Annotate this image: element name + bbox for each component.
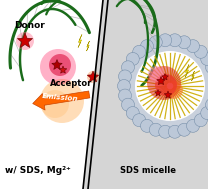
Circle shape (87, 71, 99, 83)
Circle shape (133, 45, 146, 58)
Circle shape (206, 98, 208, 111)
Circle shape (165, 81, 183, 99)
Polygon shape (87, 41, 89, 51)
Circle shape (121, 61, 135, 74)
Circle shape (119, 70, 131, 83)
Circle shape (178, 36, 191, 49)
Polygon shape (59, 66, 67, 73)
Polygon shape (52, 60, 62, 69)
Circle shape (140, 40, 154, 53)
Circle shape (187, 40, 199, 53)
Circle shape (126, 107, 139, 119)
Circle shape (147, 66, 181, 100)
Circle shape (187, 119, 199, 132)
Text: w/ SDS, Mg²⁺: w/ SDS, Mg²⁺ (5, 166, 71, 175)
Polygon shape (192, 71, 194, 81)
Circle shape (133, 114, 146, 127)
Circle shape (149, 123, 162, 136)
Circle shape (118, 80, 130, 92)
Circle shape (201, 53, 208, 65)
Circle shape (121, 98, 135, 111)
Circle shape (40, 79, 84, 123)
Circle shape (159, 34, 172, 47)
Polygon shape (157, 77, 165, 85)
Circle shape (119, 89, 131, 102)
Circle shape (120, 36, 208, 136)
Circle shape (149, 36, 162, 49)
Polygon shape (83, 0, 208, 189)
Circle shape (194, 114, 207, 127)
Circle shape (41, 90, 69, 118)
Circle shape (206, 61, 208, 74)
Circle shape (140, 119, 154, 132)
Circle shape (135, 51, 205, 121)
Polygon shape (164, 91, 172, 98)
Polygon shape (78, 35, 82, 47)
Polygon shape (185, 64, 189, 77)
Circle shape (201, 107, 208, 119)
Circle shape (148, 66, 164, 82)
Circle shape (155, 74, 177, 96)
Text: Donor: Donor (14, 21, 45, 30)
Circle shape (126, 53, 139, 65)
Polygon shape (17, 33, 33, 47)
Polygon shape (155, 90, 161, 96)
Circle shape (49, 54, 71, 76)
Circle shape (159, 125, 172, 138)
Text: SDS micelle: SDS micelle (120, 166, 176, 175)
Circle shape (40, 49, 76, 85)
Circle shape (178, 123, 191, 136)
Polygon shape (0, 0, 103, 189)
Circle shape (194, 45, 207, 58)
Circle shape (168, 34, 181, 47)
Polygon shape (87, 71, 99, 82)
Circle shape (16, 32, 34, 50)
Text: Acceptor: Acceptor (50, 79, 92, 88)
Circle shape (168, 125, 181, 138)
Text: Emission: Emission (42, 93, 78, 103)
Polygon shape (162, 74, 168, 80)
